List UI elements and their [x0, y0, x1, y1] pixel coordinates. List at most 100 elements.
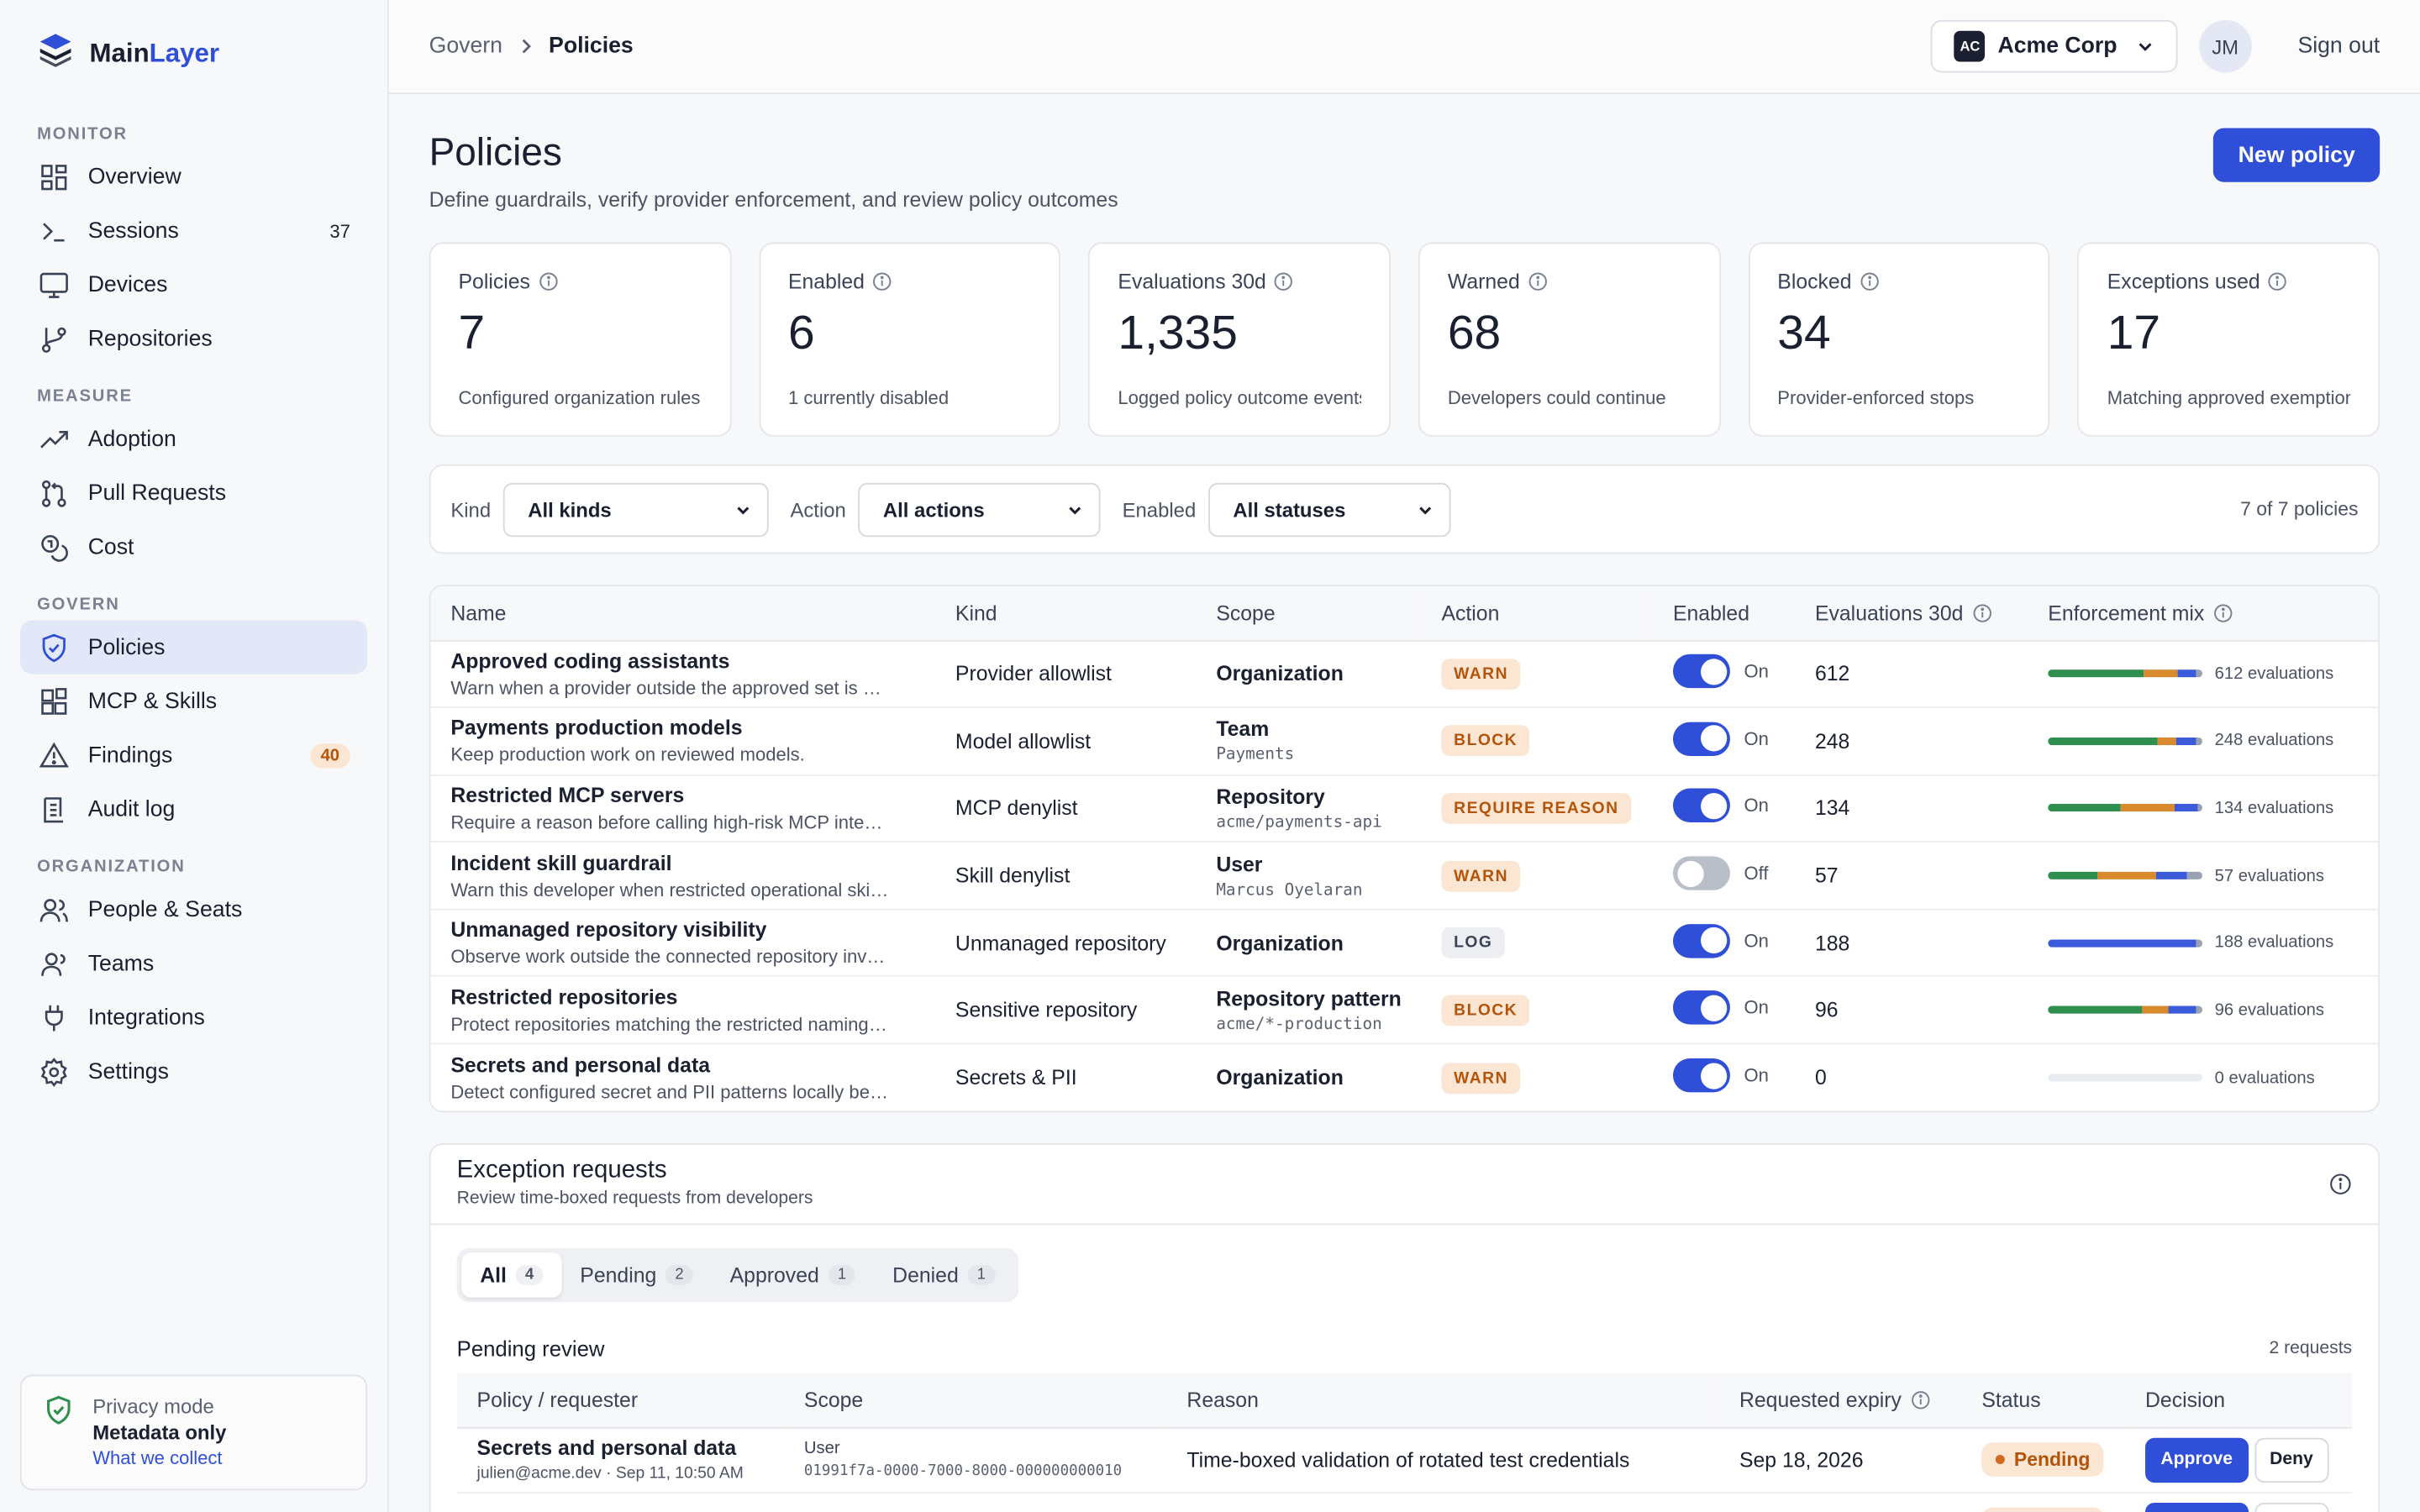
info-icon[interactable]	[872, 271, 892, 291]
approve-button[interactable]: Approve	[2145, 1502, 2249, 1512]
terminal-icon	[37, 213, 71, 247]
policy-scope: Repository	[1216, 785, 1325, 809]
toggle-switch[interactable]	[1672, 722, 1730, 756]
sidebar-item-settings[interactable]: Settings	[20, 1044, 367, 1098]
mix-segment	[2168, 1006, 2196, 1015]
toggle-switch[interactable]	[1672, 990, 1730, 1026]
toggle-label: Off	[1744, 862, 1769, 885]
info-icon[interactable]	[1911, 1390, 1931, 1410]
col-decision[interactable]: Decision	[2125, 1373, 2353, 1429]
policy-name[interactable]: Unmanaged repository visibility	[450, 918, 767, 942]
sidebar-item-repositories[interactable]: Repositories	[20, 312, 367, 365]
col-status[interactable]: Status	[1961, 1373, 2126, 1429]
policy-name[interactable]: Secrets and personal data	[450, 1053, 711, 1077]
info-icon[interactable]	[1528, 271, 1548, 291]
sidebar-item-pull-requests[interactable]: Pull Requests	[20, 466, 367, 520]
sidebar-item-audit-log[interactable]: Audit log	[20, 782, 367, 836]
tab-pending[interactable]: Pending 2	[561, 1253, 711, 1298]
sidebar-item-mcp-skills[interactable]: MCP & Skills	[20, 675, 367, 728]
exception-scope: User	[803, 1439, 840, 1458]
sidebar-item-policies[interactable]: Policies	[19, 620, 368, 675]
info-icon[interactable]	[1860, 271, 1880, 291]
col-reason[interactable]: Reason	[1166, 1373, 1720, 1429]
policy-row[interactable]: Restricted repositories Protect repositor…	[430, 976, 2379, 1045]
tab-label: Denied	[892, 1263, 959, 1288]
col-name[interactable]: Name	[430, 585, 936, 642]
breadcrumb-govern[interactable]: Govern	[429, 34, 502, 59]
policy-enabled-toggle[interactable]: On	[1672, 789, 1769, 823]
col-requested-expiry-label: Requested expiry	[1739, 1388, 1902, 1412]
policy-enabled-toggle[interactable]: On	[1672, 654, 1769, 689]
toggle-switch[interactable]	[1672, 923, 1730, 958]
sidebar-item-sessions[interactable]: Sessions 37	[20, 203, 367, 257]
action-filter-select[interactable]: All actions	[858, 481, 1101, 537]
col-evaluations[interactable]: Evaluations 30d	[1795, 585, 2028, 642]
exception-policy[interactable]: Secrets and personal data	[476, 1436, 737, 1460]
policy-enabled-toggle[interactable]: On	[1672, 990, 1769, 1026]
policy-row[interactable]: Secrets and personal data Detect configur…	[430, 1044, 2378, 1111]
policy-row[interactable]: Payments production models Keep productio…	[430, 707, 2379, 776]
col-action[interactable]: Action	[1421, 585, 1654, 642]
policy-name[interactable]: Payments production models	[450, 716, 743, 740]
info-icon[interactable]	[1972, 603, 1992, 623]
info-icon[interactable]	[2268, 271, 2288, 291]
deny-button[interactable]: Deny	[2254, 1502, 2329, 1512]
stat-description: 1 currently disabled	[787, 387, 950, 409]
exception-row[interactable]: Secrets and personal data julien@acme.dev…	[456, 1427, 2353, 1494]
col-scope[interactable]: Scope	[1196, 585, 1422, 642]
policy-enabled-toggle[interactable]: On	[1672, 722, 1769, 756]
policy-enabled-toggle[interactable]: On	[1672, 923, 1769, 958]
what-we-collect-link[interactable]: What we collect	[92, 1446, 223, 1469]
new-policy-button[interactable]: New policy	[2213, 128, 2381, 182]
col-enabled[interactable]: Enabled	[1653, 585, 1796, 642]
tab-approved[interactable]: Approved 1	[712, 1253, 875, 1298]
policy-row[interactable]: Approved coding assistants Warn when a pr…	[430, 640, 2379, 709]
col-kind[interactable]: Kind	[935, 585, 1197, 642]
deny-button[interactable]: Deny	[2254, 1437, 2329, 1483]
policy-name[interactable]: Approved coding assistants	[450, 648, 730, 673]
toggle-switch[interactable]	[1672, 654, 1730, 689]
policy-enabled-toggle[interactable]: On	[1672, 1058, 1769, 1093]
mix-segment	[2157, 737, 2176, 745]
coins-icon	[37, 530, 71, 564]
col-enforcement-mix-label: Enforcement mix	[2048, 601, 2205, 625]
tab-denied[interactable]: Denied 1	[874, 1253, 1013, 1298]
policy-name[interactable]: Restricted MCP servers	[450, 784, 685, 807]
tab-all[interactable]: All 4	[461, 1252, 562, 1298]
sidebar-item-cost[interactable]: Cost	[20, 520, 367, 574]
toggle-switch[interactable]	[1672, 789, 1730, 823]
sign-out-button[interactable]: Sign out	[2297, 34, 2381, 59]
org-switcher[interactable]: AC Acme Corp	[1931, 19, 2178, 73]
kind-filter-select[interactable]: All kinds	[502, 481, 769, 537]
toggle-switch[interactable]	[1672, 856, 1730, 890]
info-icon[interactable]	[2329, 1173, 2353, 1204]
enforcement-mix-bar	[2048, 1074, 2202, 1082]
approve-button[interactable]: Approve	[2145, 1437, 2249, 1483]
info-icon[interactable]	[538, 271, 558, 291]
info-icon[interactable]	[1274, 271, 1294, 291]
policy-row[interactable]: Restricted MCP servers Require a reason b…	[430, 774, 2379, 843]
sidebar-item-devices[interactable]: Devices	[20, 258, 367, 312]
policy-name[interactable]: Incident skill guardrail	[450, 851, 672, 874]
col-enforcement-mix[interactable]: Enforcement mix	[2028, 585, 2379, 642]
policy-row[interactable]: Unmanaged repository visibility Observe w…	[430, 909, 2379, 978]
exception-row[interactable]: Payments production modelsRepoPendingApp…	[456, 1492, 2353, 1512]
col-requested-expiry[interactable]: Requested expiry	[1719, 1373, 1962, 1429]
brand[interactable]: MainLayer	[0, 0, 387, 103]
policy-row[interactable]: Incident skill guardrail Warn this develo…	[430, 842, 2379, 911]
sidebar-item-adoption[interactable]: Adoption	[20, 412, 367, 465]
toggle-switch[interactable]	[1672, 1058, 1730, 1093]
sidebar-item-teams[interactable]: Teams	[20, 937, 367, 990]
info-icon[interactable]	[2213, 603, 2233, 623]
col-scope[interactable]: Scope	[784, 1373, 1167, 1429]
col-policy-requester[interactable]: Policy / requester	[456, 1373, 785, 1429]
sidebar-item-overview[interactable]: Overview	[20, 150, 367, 203]
enabled-filter-select[interactable]: All statuses	[1207, 481, 1451, 537]
sidebar-item-people-seats[interactable]: People & Seats	[20, 883, 367, 937]
sidebar-item-findings[interactable]: Findings 40	[20, 728, 367, 782]
policy-name[interactable]: Restricted repositories	[450, 985, 678, 1009]
avatar[interactable]: JM	[2198, 19, 2252, 73]
sidebar-item-integrations[interactable]: Integrations	[20, 990, 367, 1044]
toggle-label: On	[1744, 1064, 1769, 1087]
policy-enabled-toggle[interactable]: Off	[1672, 856, 1769, 890]
